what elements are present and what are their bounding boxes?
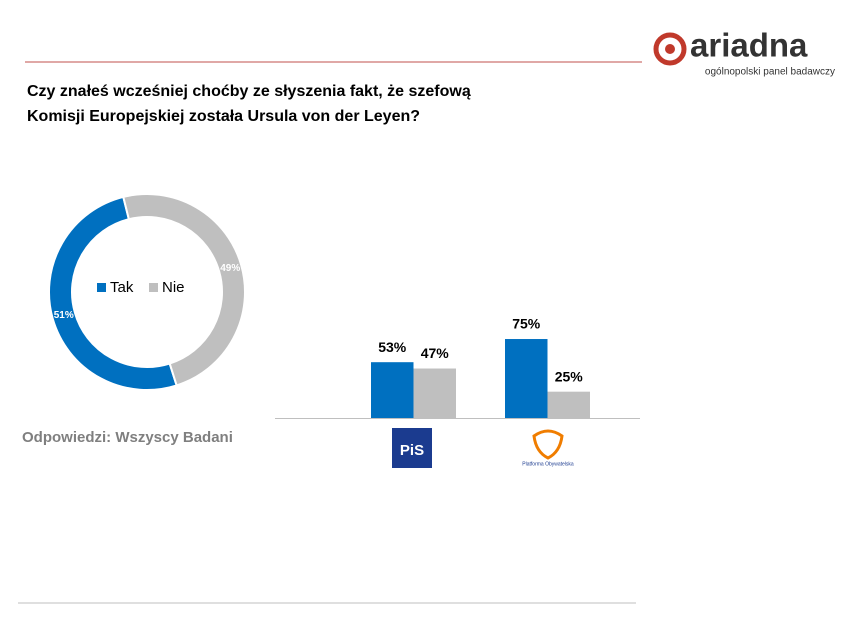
legend-swatch (149, 283, 158, 292)
x-tick-label: Platforma Obywatelska (522, 461, 574, 467)
legend-label: Nie (162, 279, 185, 296)
legend-swatch (97, 283, 106, 292)
data-label: 75% (512, 316, 541, 332)
data-label: 25% (555, 368, 584, 384)
donut-slice (122, 193, 246, 387)
logo-tagline: ogólnopolski panel badawczy (705, 67, 835, 78)
logo-name: ariadna (690, 27, 808, 64)
x-tick-label: PiS (400, 442, 424, 459)
pis-logo (392, 428, 432, 468)
legend-label: Tak (110, 279, 134, 296)
bar (505, 339, 548, 418)
bar (547, 391, 590, 418)
data-label: 47% (421, 345, 450, 361)
logo-icon-dot (665, 44, 675, 54)
po-logo (532, 429, 564, 460)
logo: ariadna ogólnopolski panel badawczy (653, 27, 835, 78)
note: Odpowiedzi: Wszyscy Badani (22, 429, 233, 446)
logo-icon (653, 32, 687, 66)
data-label: 53% (378, 339, 407, 355)
donut-slice (48, 195, 178, 391)
bar (371, 362, 414, 418)
title-line: Komisji Europejskiej została Ursula von … (27, 108, 420, 125)
bar (413, 368, 456, 418)
title-line: Czy znałeś wcześniej choćby ze słyszenia… (27, 83, 471, 100)
data-label: 51% (54, 310, 74, 321)
data-label: 49% (220, 263, 240, 274)
